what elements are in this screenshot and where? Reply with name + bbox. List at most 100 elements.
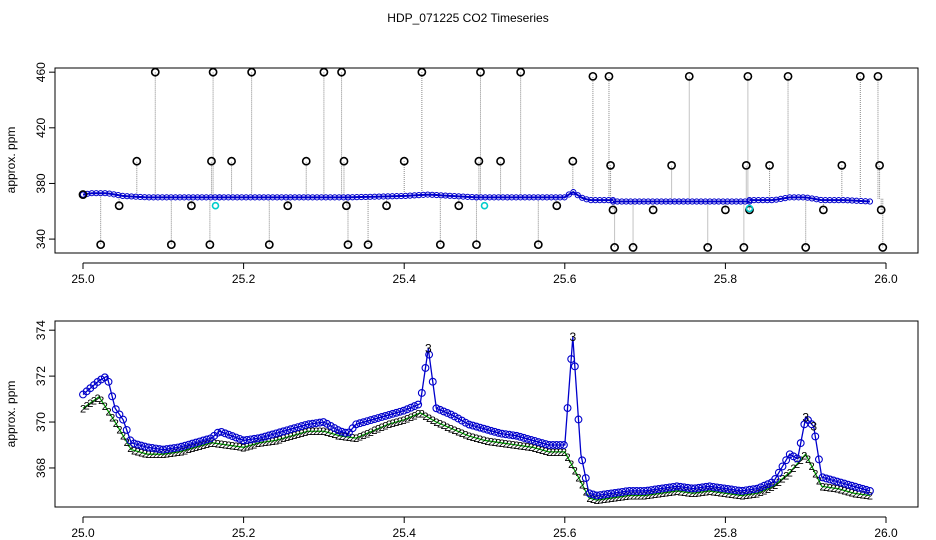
- series-3-point: [774, 468, 783, 477]
- series-2-point: 2: [714, 487, 720, 499]
- outlier-point: [454, 201, 464, 211]
- series-3-point: [858, 484, 867, 493]
- baseline-point: [570, 189, 577, 196]
- series-2-point: 2: [411, 410, 417, 422]
- series-2-point: 2: [280, 433, 286, 445]
- series-2-point: 2: [557, 447, 563, 459]
- series-2-point: 2: [761, 485, 767, 497]
- baseline-point: [225, 194, 232, 201]
- series-3-point: [297, 422, 306, 431]
- series-3-point: [272, 429, 281, 438]
- series-3-point: [439, 407, 448, 416]
- series-2-point: 2: [637, 491, 643, 503]
- series-3-point: [498, 429, 506, 438]
- series-2-point: 2: [331, 429, 337, 441]
- baseline-point: [499, 194, 506, 201]
- series-2-point: 2: [167, 448, 173, 460]
- outlier-point: [703, 243, 713, 252]
- baseline-point: [750, 197, 758, 204]
- series-3-point: [811, 432, 820, 441]
- baseline-point: [185, 194, 192, 201]
- baseline-point: [543, 194, 551, 201]
- series-2-point: 2: [131, 445, 137, 457]
- baseline-point: [291, 194, 298, 201]
- series-2-point: 2: [801, 451, 807, 463]
- series-2-point: 2: [677, 486, 683, 498]
- baseline-point: [548, 194, 555, 201]
- series-2-point: 2: [623, 491, 629, 503]
- baseline-point: [618, 198, 625, 205]
- series-3-point: [377, 413, 386, 421]
- outlier-point: [417, 67, 427, 77]
- series-3-point: [793, 454, 802, 463]
- baseline-point: [813, 196, 820, 203]
- series-3-point: [355, 419, 364, 428]
- series-2-point: 2: [710, 486, 716, 498]
- series-3-point: [782, 456, 791, 465]
- series-3-point: [640, 486, 649, 495]
- outlier-point: [604, 71, 614, 81]
- series-3-point: [727, 485, 736, 494]
- series-2-point: 2: [805, 454, 811, 466]
- baseline-point: [128, 193, 135, 200]
- baseline-point: [278, 194, 285, 201]
- baseline-point: [269, 194, 276, 201]
- series-3-point: [567, 355, 576, 364]
- baseline-point: [229, 194, 236, 201]
- baseline-point: [101, 190, 109, 197]
- series-2-point: 2: [634, 491, 640, 503]
- series-3-point: [312, 419, 321, 428]
- outlier-point: [876, 205, 886, 215]
- series-2-point: 2: [707, 486, 713, 498]
- series-2-point: 2: [109, 412, 115, 424]
- series-3-point: [392, 408, 401, 417]
- series-3-point: [487, 426, 495, 435]
- outlier-point: [476, 67, 485, 77]
- series-3-line: [82, 337, 871, 497]
- series-3-point: [122, 425, 131, 434]
- baseline-point: [389, 193, 396, 200]
- baseline-point: [287, 194, 294, 201]
- series-3-point: [283, 426, 291, 435]
- series-2-point: 2: [408, 412, 414, 424]
- series-3-point: [308, 419, 317, 428]
- series-2-point: 2: [295, 429, 301, 441]
- series-2-point: 2: [135, 446, 141, 458]
- series-2-point: 2: [397, 416, 403, 428]
- outlier-point: [150, 67, 160, 77]
- baseline-point: [733, 198, 740, 205]
- series-3-point: [133, 440, 142, 449]
- series-3-point: [257, 433, 266, 442]
- baseline-point: [574, 192, 581, 199]
- series-3-point: [301, 421, 310, 430]
- baseline-point: [853, 197, 860, 204]
- series-3-point: [603, 490, 612, 498]
- baseline-point: [517, 194, 524, 201]
- outlier-point: [474, 156, 484, 166]
- top-x-axis: 25.0 25.2 25.4 25.6 25.8 26.0: [71, 262, 898, 286]
- series-3-point: [847, 481, 856, 490]
- series-2-point: 2: [324, 427, 330, 439]
- series-2-point: 2: [368, 427, 374, 439]
- baseline-point: [189, 194, 197, 201]
- series-3-point: [181, 441, 189, 450]
- baseline-point: [799, 194, 807, 201]
- baseline-point: [490, 194, 498, 201]
- bottom-series-markers: 2222222222222222222222222222222222222222…: [79, 330, 874, 507]
- series-2-point: 2: [120, 431, 126, 443]
- baseline-point: [508, 194, 515, 201]
- series-3-point: [694, 483, 703, 492]
- baseline-point: [380, 193, 387, 200]
- series-2-point: 2: [422, 411, 428, 423]
- outlier-point: [741, 160, 751, 170]
- top-plot-frame: [54, 67, 919, 254]
- bottom-series-lines: [82, 337, 871, 501]
- series-3-point: [428, 377, 437, 386]
- series-3-point: [738, 486, 747, 495]
- series-3-point: [403, 405, 412, 414]
- series-2-point: 2: [838, 484, 844, 496]
- series-2-point: 2: [787, 467, 793, 479]
- series-3-point: [508, 431, 517, 440]
- baseline-point: [322, 194, 329, 201]
- baseline-point: [207, 194, 214, 201]
